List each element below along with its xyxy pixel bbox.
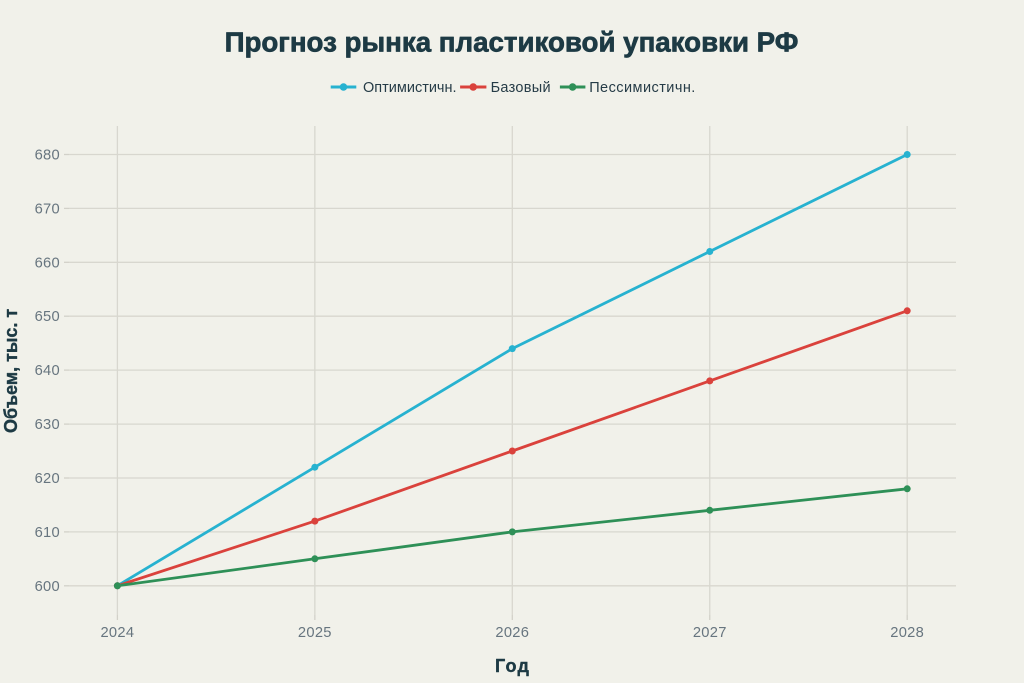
svg-text:620: 620 bbox=[35, 471, 60, 487]
svg-text:2027: 2027 bbox=[693, 625, 727, 641]
svg-text:Год: Год bbox=[495, 656, 530, 676]
svg-text:660: 660 bbox=[35, 255, 60, 271]
svg-text:2028: 2028 bbox=[890, 625, 924, 641]
svg-text:Объем, тыс. т: Объем, тыс. т bbox=[1, 309, 21, 433]
svg-text:Оптимистичн.: Оптимистичн. bbox=[363, 80, 457, 96]
svg-text:640: 640 bbox=[35, 363, 60, 379]
svg-text:Базовый: Базовый bbox=[491, 80, 551, 96]
svg-text:2026: 2026 bbox=[495, 625, 529, 641]
svg-text:Прогноз рынка пластиковой упак: Прогноз рынка пластиковой упаковки РФ bbox=[225, 27, 799, 58]
svg-text:650: 650 bbox=[35, 309, 60, 325]
svg-text:600: 600 bbox=[35, 579, 60, 595]
svg-text:630: 630 bbox=[35, 417, 60, 433]
svg-text:2025: 2025 bbox=[298, 625, 332, 641]
svg-text:610: 610 bbox=[35, 525, 60, 541]
svg-text:2024: 2024 bbox=[100, 625, 134, 641]
svg-text:680: 680 bbox=[35, 148, 60, 164]
svg-text:Пессимистичн.: Пессимистичн. bbox=[589, 80, 696, 96]
svg-text:670: 670 bbox=[35, 201, 60, 217]
